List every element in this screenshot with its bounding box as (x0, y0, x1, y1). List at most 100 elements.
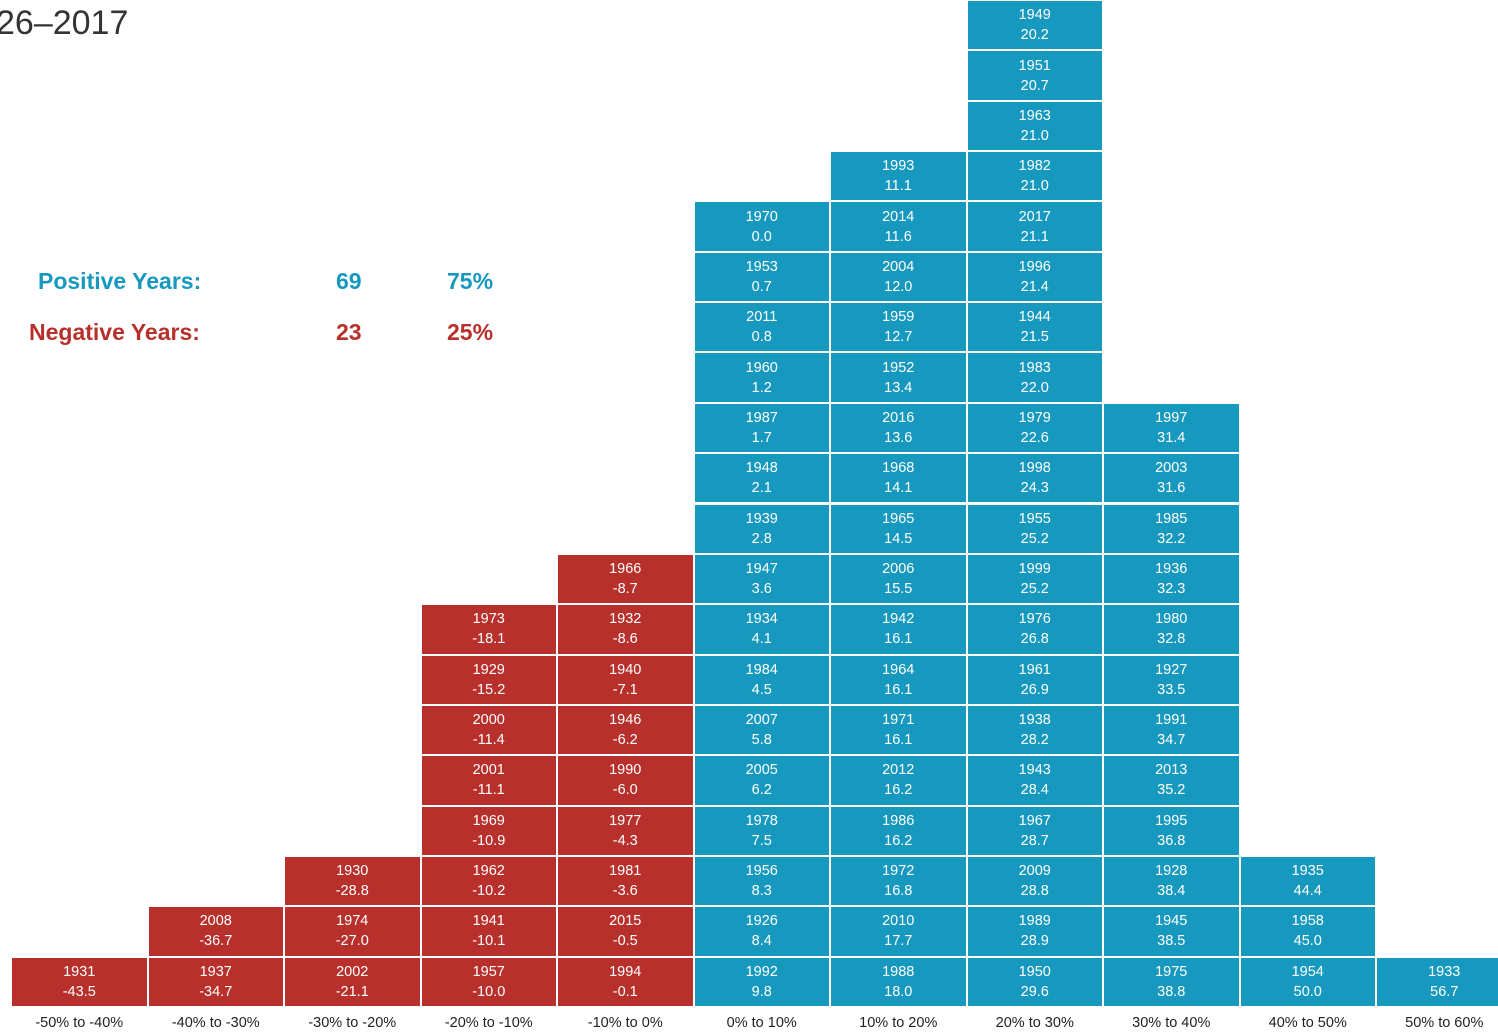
histogram-cell: 1931 -43.5 (11, 956, 148, 1007)
histogram-cell: 1935 44.4 (1239, 855, 1376, 907)
cell-return: -21.1 (335, 983, 369, 1000)
cell-return: 22.6 (1020, 429, 1049, 446)
cell-year: 1999 (1018, 561, 1051, 578)
cell-return: 7.5 (751, 832, 772, 849)
cell-year: 2004 (882, 258, 915, 275)
cell-year: 1975 (1155, 963, 1188, 980)
cell-year: 1962 (472, 863, 505, 880)
cell-return: 28.9 (1020, 933, 1049, 950)
cell-return: -36.7 (199, 933, 233, 950)
cell-year: 1968 (882, 460, 915, 477)
histogram-cell: 2007 5.8 (693, 704, 830, 756)
cell-return: -10.1 (472, 933, 506, 950)
histogram-cell: 1982 21.0 (966, 151, 1103, 202)
cell-year: 1958 (1291, 913, 1324, 930)
cell-return: -10.9 (472, 832, 506, 849)
histogram-cell: 2012 16.2 (830, 755, 967, 806)
histogram-cell: 1981 -3.6 (557, 855, 694, 907)
cell-return: 28.7 (1020, 832, 1049, 849)
histogram-cell: 1948 2.1 (693, 453, 830, 504)
cell-year: 1927 (1155, 661, 1188, 678)
histogram-cell: 1967 28.7 (966, 805, 1103, 856)
cell-return: -0.5 (612, 933, 638, 950)
cell-year: 1960 (745, 359, 778, 376)
histogram-cell: 1992 9.8 (693, 956, 830, 1007)
negative-years-percent: 25% (447, 319, 494, 345)
histogram-cell: 1957 -10.0 (420, 956, 557, 1007)
cell-year: 1943 (1018, 762, 1051, 779)
histogram-cell: 1996 21.4 (966, 251, 1103, 303)
negative-years-count: 23 (336, 319, 362, 345)
cell-year: 1982 (1018, 158, 1051, 175)
histogram-cell: 1983 22.0 (966, 352, 1103, 403)
cell-return: 21.4 (1020, 278, 1049, 295)
cell-return: -8.7 (612, 581, 638, 598)
cell-year: 1950 (1018, 963, 1051, 980)
cell-year: 1978 (745, 812, 778, 829)
x-tick-label: 40% to 50% (1268, 1015, 1347, 1031)
x-tick-label: 20% to 30% (995, 1015, 1074, 1031)
histogram-cell: 1955 25.2 (966, 503, 1103, 554)
cell-return: -11.4 (472, 732, 505, 749)
histogram-cell: 1991 34.7 (1103, 704, 1240, 756)
cell-year: 1947 (745, 561, 778, 578)
cell-year: 1929 (472, 661, 505, 678)
cell-return: 5.8 (751, 732, 772, 749)
cell-year: 1967 (1018, 812, 1051, 829)
histogram-cell: 1950 29.6 (966, 956, 1103, 1007)
cell-year: 1997 (1155, 409, 1188, 426)
cell-return: -11.1 (472, 782, 505, 799)
positive-years-percent: 75% (447, 268, 494, 294)
cell-year: 1969 (472, 812, 505, 829)
cell-year: 2008 (199, 913, 232, 930)
histogram-cell: 1949 20.2 (966, 0, 1103, 51)
histogram-cell: 1945 38.5 (1103, 906, 1240, 957)
histogram-cell: 1998 24.3 (966, 453, 1103, 504)
histogram-cell: 1937 -34.7 (147, 956, 284, 1007)
cell-return: 31.6 (1157, 480, 1186, 497)
cell-return: 25.2 (1020, 530, 1049, 547)
histogram-cell: 2009 28.8 (966, 855, 1103, 907)
cell-year: 1934 (745, 611, 778, 628)
cell-year: 2007 (745, 712, 778, 729)
histogram-cell: 1940 -7.1 (557, 654, 694, 705)
cell-year: 1983 (1018, 359, 1051, 376)
histogram-cell: 1976 26.8 (966, 604, 1103, 655)
cell-return: 2.8 (751, 530, 772, 547)
cell-year: 1977 (609, 812, 642, 829)
histogram-cell: 1987 1.7 (693, 402, 830, 454)
cell-return: 4.5 (751, 681, 772, 698)
cell-return: 45.0 (1293, 933, 1322, 950)
cell-year: 2013 (1155, 762, 1188, 779)
cell-return: 28.2 (1020, 732, 1049, 749)
histogram-cell: 1938 28.2 (966, 704, 1103, 756)
cell-year: 1935 (1291, 863, 1324, 880)
histogram-cell: 1927 33.5 (1103, 654, 1240, 705)
cell-return: 16.2 (884, 832, 913, 849)
cell-year: 1946 (609, 712, 642, 729)
cell-return: 26.8 (1020, 631, 1049, 648)
histogram-cell: 1990 -6.0 (557, 755, 694, 806)
histogram-cell: 2003 31.6 (1103, 453, 1240, 504)
cell-year: 2002 (336, 963, 369, 980)
cell-year: 1931 (63, 963, 96, 980)
histogram-cell: 1928 38.4 (1103, 855, 1240, 907)
histogram-cell: 1989 28.9 (966, 906, 1103, 957)
negative-years-label: Negative Years: (29, 319, 200, 345)
cell-year: 2012 (882, 762, 915, 779)
cell-return: 13.6 (884, 429, 913, 446)
cell-return: 36.8 (1157, 832, 1186, 849)
cell-return: 8.3 (751, 883, 772, 900)
cell-return: 56.7 (1430, 983, 1459, 1000)
positive-years-count: 69 (336, 268, 362, 294)
cell-year: 1985 (1155, 510, 1188, 527)
histogram-cell: 1942 16.1 (830, 604, 967, 655)
cell-return: -18.1 (472, 631, 506, 648)
histogram-cell: 1954 50.0 (1239, 956, 1376, 1007)
histogram-cell: 2005 6.2 (693, 755, 830, 806)
cell-return: 6.2 (751, 782, 772, 799)
cell-year: 1952 (882, 359, 915, 376)
histogram-cell: 2008 -36.7 (147, 906, 284, 957)
histogram-cell: 1926 8.4 (693, 906, 830, 957)
histogram-cell: 1966 -8.7 (557, 553, 694, 605)
